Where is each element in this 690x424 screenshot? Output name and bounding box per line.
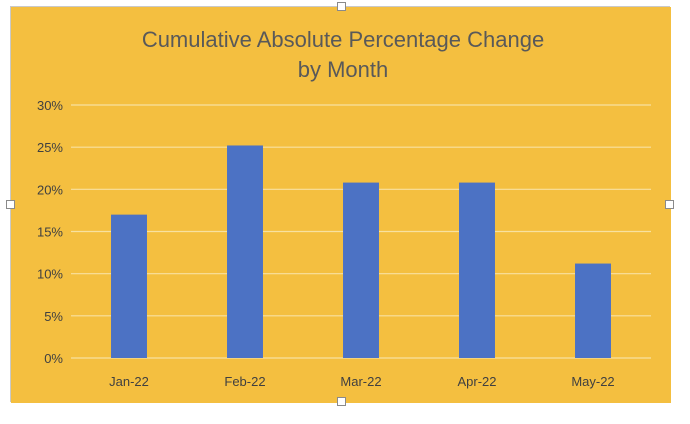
bar-mar-22[interactable] [343,182,379,358]
chart-frame[interactable]: Cumulative Absolute Percentage Change by… [6,2,674,406]
chart-title-line-1: Cumulative Absolute Percentage Change [142,27,544,52]
bar-feb-22[interactable] [227,145,263,358]
y-tick-label: 15% [37,225,63,240]
x-tick-label: Jan-22 [109,374,149,389]
y-tick-label: 10% [37,267,63,282]
bar-jan-22[interactable] [111,214,147,358]
resize-handle-top[interactable] [337,2,346,11]
bar-apr-22[interactable] [459,182,495,358]
resize-handle-left[interactable] [6,200,15,209]
y-tick-label: 20% [37,182,63,197]
y-tick-label: 25% [37,140,63,155]
chart-canvas: Cumulative Absolute Percentage Change by… [11,7,671,403]
x-axis-tick-labels: Jan-22 Feb-22 Mar-22 Apr-22 May-22 [109,374,615,389]
x-tick-label: Mar-22 [340,374,381,389]
chart-title-line-2: by Month [298,57,389,82]
resize-handle-right[interactable] [665,200,674,209]
bars [111,145,611,358]
bar-may-22[interactable] [575,263,611,358]
y-tick-label: 30% [37,98,63,113]
resize-handle-bottom[interactable] [337,397,346,406]
x-tick-label: Apr-22 [457,374,496,389]
x-tick-label: Feb-22 [224,374,265,389]
y-tick-label: 0% [44,351,63,366]
x-tick-label: May-22 [571,374,614,389]
y-tick-label: 5% [44,309,63,324]
y-axis-tick-labels: 0% 5% 10% 15% 20% 25% 30% [37,98,63,366]
